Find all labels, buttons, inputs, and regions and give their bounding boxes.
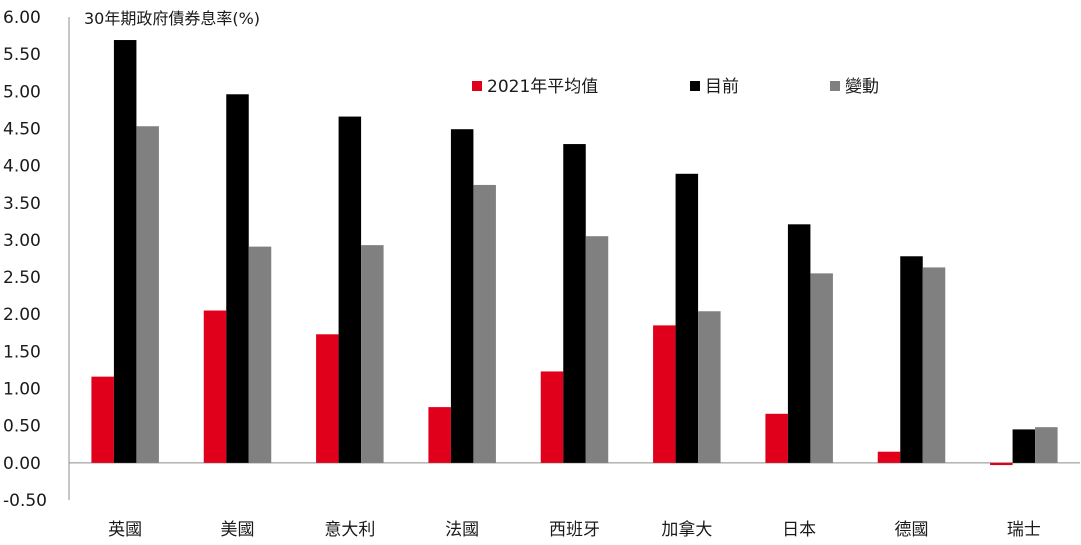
y-tick-label: 0.00	[3, 454, 41, 474]
legend-label: 2021年平均值	[487, 77, 598, 97]
x-tick-label: 意大利	[324, 520, 375, 540]
bar	[900, 256, 923, 463]
bar	[563, 144, 586, 463]
legend-label: 變動	[845, 77, 879, 97]
bar	[1035, 427, 1058, 463]
x-tick-label: 法國	[445, 520, 479, 540]
y-tick-label: 2.00	[3, 305, 41, 325]
y-tick-label: 3.50	[3, 194, 41, 214]
legend-swatch	[830, 81, 840, 91]
bar	[877, 451, 901, 463]
y-tick-label: 5.00	[3, 82, 41, 102]
x-tick-label: 德國	[895, 520, 929, 540]
bar	[316, 334, 339, 463]
bar	[1012, 429, 1036, 463]
x-tick-label: 加拿大	[661, 519, 712, 540]
bar	[248, 246, 272, 463]
bar	[91, 376, 114, 463]
x-tick-label: 美國	[221, 520, 255, 540]
legend-item: 2021年平均值	[472, 77, 598, 97]
y-tick-label: 4.50	[3, 119, 41, 139]
legend-swatch	[690, 81, 700, 91]
x-tick-label: 英國	[108, 520, 142, 540]
y-tick-label: 6.00	[3, 8, 41, 28]
bars	[91, 40, 1058, 466]
bar	[113, 40, 137, 463]
legend-item: 目前	[690, 77, 739, 97]
bar	[675, 173, 699, 463]
legend: 2021年平均值 目前 變動	[472, 77, 879, 97]
x-tick-label: 瑞士	[1007, 520, 1041, 540]
bar	[136, 126, 159, 463]
bar	[203, 310, 227, 463]
bar	[428, 407, 451, 463]
y-tick-label: 4.00	[3, 157, 41, 177]
legend-item: 變動	[830, 77, 879, 97]
legend-label: 目前	[705, 77, 739, 97]
bar	[698, 311, 721, 463]
bar	[226, 94, 249, 463]
bar	[765, 413, 788, 463]
bar	[450, 129, 474, 463]
y-tick-label: 5.50	[3, 45, 41, 65]
bar	[473, 184, 496, 463]
bar	[585, 236, 609, 463]
bar	[653, 325, 676, 463]
legend-swatch	[472, 81, 482, 91]
bar	[361, 245, 384, 463]
axis-labels: 6.00 5.50 5.00 4.50 4.00 3.50 3.00 2.50 2.00 1.50…	[3, 8, 1041, 540]
x-tick-label: 西班牙	[549, 520, 600, 540]
bar	[540, 371, 564, 463]
bar	[922, 267, 946, 463]
bar	[990, 462, 1013, 466]
y-tick-label: 1.50	[3, 342, 41, 362]
y-tick-label: 2.50	[3, 268, 41, 288]
y-tick-label: 1.00	[3, 380, 41, 400]
y-tick-label: 3.00	[3, 231, 41, 251]
y-tick-label: 0.50	[3, 417, 41, 437]
y-axis-title: 30年期政府債券息率(%)	[84, 9, 260, 28]
y-tick-label: -0.50	[3, 491, 47, 511]
bar	[338, 116, 362, 463]
bar	[787, 224, 811, 463]
x-tick-label: 日本	[782, 520, 816, 540]
bar	[810, 273, 833, 463]
